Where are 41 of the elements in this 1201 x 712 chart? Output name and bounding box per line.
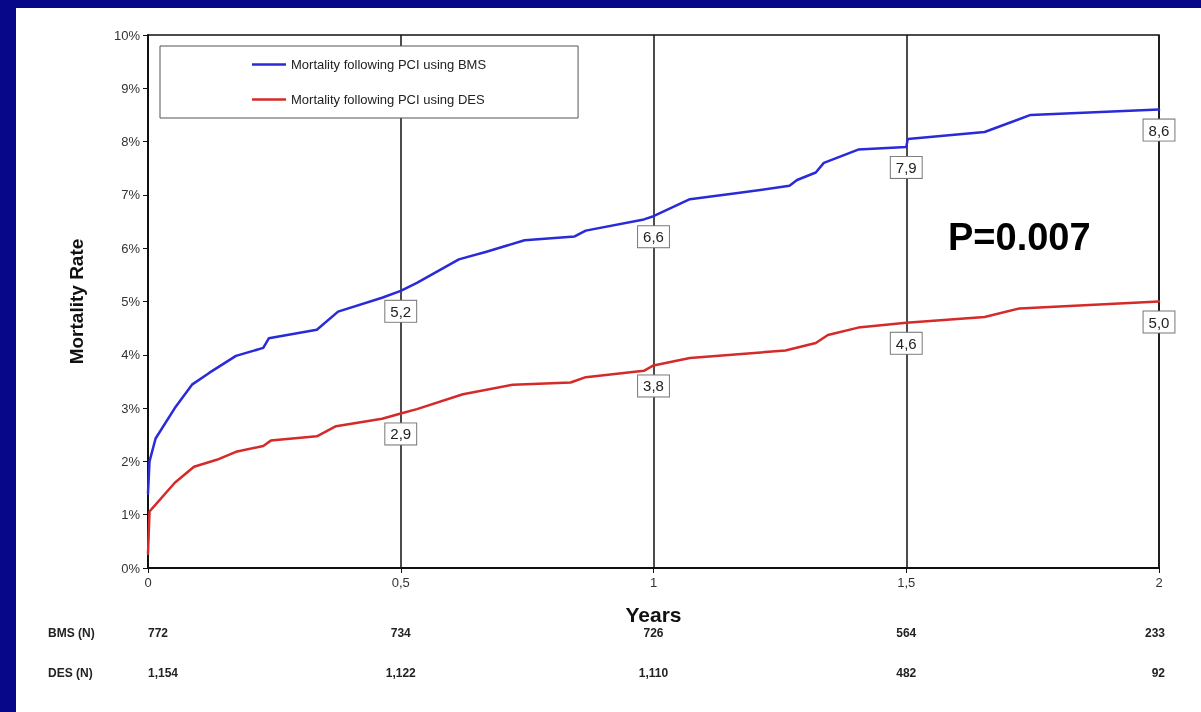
text: 92 — [1151, 666, 1166, 680]
y-tick-label: 4% — [121, 347, 141, 363]
data-label: 2,9 — [390, 425, 412, 443]
text: 772 — [148, 626, 169, 640]
data-label: 6,6 — [643, 228, 664, 246]
x-tick-label: 1,5 — [897, 575, 916, 590]
x-tick-label: 1 — [649, 575, 658, 590]
text: BMS (N) — [48, 626, 95, 640]
y-tick-label: 6% — [121, 240, 141, 256]
y-tick-label: 8% — [121, 134, 141, 150]
text: DES (N) — [48, 666, 93, 680]
y-tick-label: 5% — [121, 294, 141, 309]
x-axis-title: Years — [625, 603, 682, 626]
data-label: 5,2 — [390, 302, 412, 320]
x-tick-label: 0,5 — [391, 575, 410, 590]
y-tick-label: 2% — [121, 453, 141, 469]
data-label: 8,6 — [1148, 121, 1170, 139]
text: 1,154 — [148, 666, 179, 680]
y-tick-label: 7% — [121, 187, 141, 203]
annotation: P=0.007 — [948, 216, 1091, 258]
text: 482 — [896, 666, 917, 680]
text: 1,110 — [638, 666, 669, 680]
y-tick-label: 10% — [113, 27, 141, 43]
x-tick-label: 2 — [1155, 575, 1163, 590]
y-axis-title: Mortality Rate — [66, 238, 87, 365]
text: 564 — [896, 626, 917, 640]
data-label: 4,6 — [895, 334, 917, 352]
data-label: 3,8 — [643, 377, 664, 395]
x-tick-label: 0 — [144, 575, 152, 590]
text: 726 — [643, 626, 664, 640]
text: 233 — [1144, 626, 1166, 640]
y-tick-label: 3% — [121, 400, 141, 416]
data-label: 7,9 — [895, 158, 917, 176]
y-tick-label: 0% — [121, 560, 141, 576]
text: 734 — [390, 626, 412, 640]
text: 1,122 — [385, 666, 417, 680]
y-tick-label: 9% — [121, 80, 141, 96]
legend-label: Mortality following PCI using BMS — [291, 57, 487, 72]
y-tick-label: 1% — [121, 507, 141, 523]
legend-label: Mortality following PCI using DES — [291, 92, 485, 107]
data-label: 5,0 — [1148, 313, 1170, 331]
